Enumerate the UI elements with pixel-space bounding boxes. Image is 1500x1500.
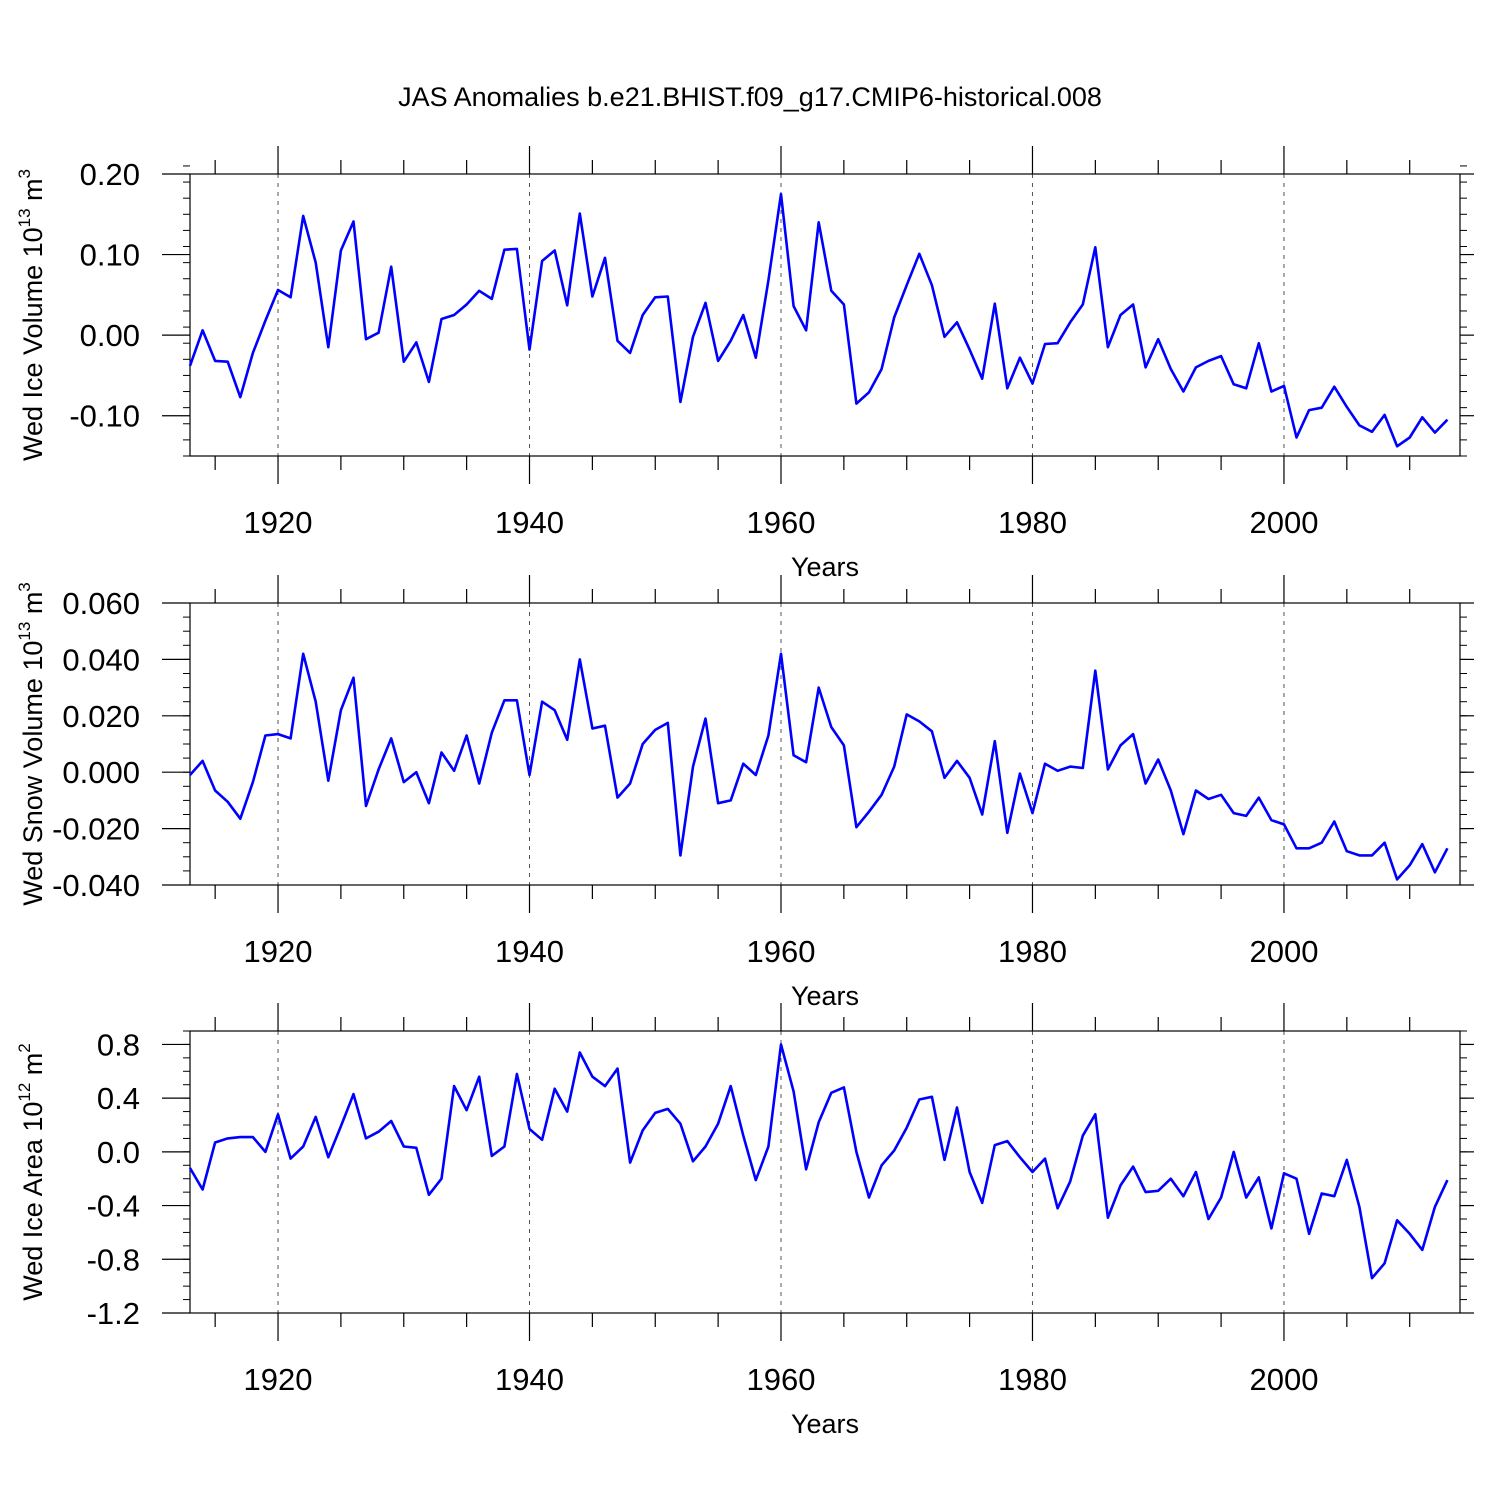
y-tick-label: 0.020 (62, 699, 140, 734)
y-tick-label: 0.8 (97, 1027, 140, 1062)
y-tick-label: 0.000 (62, 755, 140, 790)
y-axis-label: Wed Ice Volume 1013 m3 (15, 169, 48, 461)
y-axis-unit-exponent: 13 (15, 208, 34, 227)
y-axis-unit: m (18, 592, 48, 622)
x-tick-label: 1940 (495, 1362, 564, 1397)
y-tick-label: -0.4 (87, 1189, 140, 1224)
x-tick-label: 1960 (747, 934, 816, 969)
y-tick-label: -0.8 (87, 1242, 140, 1277)
x-axis-label: Years (791, 1409, 859, 1439)
plot-frame (189, 602, 1461, 886)
y-axis-unit: m (18, 178, 48, 208)
x-tick-label: 1940 (495, 505, 564, 540)
y-tick-label: 0.00 (80, 318, 140, 353)
y-axis-label-text: Wed Ice Area 10 (18, 1102, 48, 1301)
y-axis-unit-power: 2 (15, 1043, 34, 1052)
y-tick-label: -1.2 (87, 1296, 140, 1331)
x-axis-label: Years (791, 981, 859, 1011)
y-tick-label: -0.10 (69, 399, 140, 434)
y-axis-label: Wed Snow Volume 1013 m3 (15, 582, 48, 906)
x-tick-label: 1920 (244, 505, 313, 540)
y-axis-label-text: Wed Snow Volume 10 (18, 641, 48, 906)
y-tick-label: -0.020 (52, 812, 140, 847)
y-axis-unit-power: 3 (15, 582, 34, 591)
x-tick-label: 1940 (495, 934, 564, 969)
chart-title: JAS Anomalies b.e21.BHIST.f09_g17.CMIP6-… (398, 82, 1102, 112)
x-tick-label: 1920 (244, 934, 313, 969)
y-axis-label-text: Wed Ice Volume 10 (18, 227, 48, 461)
x-axis-label: Years (791, 552, 859, 582)
chart-panel-2: 0.060 0.040 0.020 0.000 -0.020 -0.040 1920 1940… (15, 575, 1474, 1011)
x-tick-label: 2000 (1249, 1362, 1318, 1397)
chart-panel-3: 0.8 0.4 0.0 -0.4 -0.8 -1.2 1920 1940 1960 1980 200… (15, 1003, 1474, 1439)
series-line (189, 652, 1449, 881)
series-line (188, 1043, 1449, 1280)
y-axis-unit-power: 3 (15, 169, 34, 178)
y-axis-unit-exponent: 13 (15, 622, 34, 641)
x-tick-label: 2000 (1249, 934, 1318, 969)
y-tick-label: 0.20 (80, 157, 140, 192)
x-tick-label: 1980 (998, 505, 1067, 540)
chart-panel-1: 0.20 0.10 0.00 -0.10 1920 1940 1960 1980 2000 Yea… (15, 146, 1474, 582)
y-axis-unit: m (18, 1053, 48, 1083)
plot-frame (189, 173, 1461, 457)
y-axis-unit-exponent: 12 (15, 1083, 34, 1102)
y-tick-label: 0.10 (80, 238, 140, 273)
x-tick-label: 1960 (747, 1362, 816, 1397)
x-tick-label: 1960 (747, 505, 816, 540)
y-axis-label: Wed Ice Area 1012 m2 (15, 1043, 48, 1301)
x-tick-label: 1920 (244, 1362, 313, 1397)
y-tick-label: 0.0 (97, 1135, 140, 1170)
y-tick-label: 0.4 (97, 1081, 140, 1116)
plot-frame (189, 1030, 1461, 1314)
y-tick-label: 0.040 (62, 642, 140, 677)
series-line (188, 192, 1449, 448)
y-tick-label: 0.060 (62, 586, 140, 621)
x-tick-label: 1980 (998, 1362, 1067, 1397)
x-tick-label: 1980 (998, 934, 1067, 969)
x-tick-label: 2000 (1249, 505, 1318, 540)
y-tick-label: -0.040 (52, 868, 140, 903)
